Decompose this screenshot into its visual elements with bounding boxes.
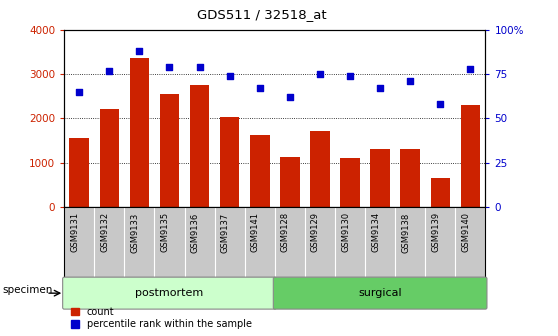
Bar [371, 149, 390, 207]
Bar [461, 105, 480, 207]
Point [195, 65, 204, 70]
Bar [310, 131, 330, 207]
Point [256, 86, 264, 91]
Point [225, 74, 234, 79]
Text: postmortem: postmortem [136, 288, 204, 297]
Legend: count, percentile rank within the sample: count, percentile rank within the sample [69, 305, 253, 331]
Point [75, 89, 84, 95]
Text: GSM9133: GSM9133 [131, 212, 140, 253]
Bar [160, 94, 179, 207]
Text: GSM9141: GSM9141 [251, 212, 260, 252]
Point [285, 95, 294, 100]
Bar [250, 135, 270, 207]
Point [466, 67, 475, 72]
Bar [340, 158, 360, 207]
Point [165, 65, 174, 70]
Point [135, 49, 144, 54]
Text: GDS511 / 32518_at: GDS511 / 32518_at [198, 8, 327, 22]
Text: GSM9137: GSM9137 [220, 212, 230, 253]
Bar [190, 85, 209, 207]
Bar [220, 117, 239, 207]
Point [105, 68, 114, 74]
Text: GSM9132: GSM9132 [100, 212, 109, 252]
Text: GSM9134: GSM9134 [371, 212, 380, 252]
Bar [129, 57, 149, 207]
Text: GSM9139: GSM9139 [431, 212, 440, 252]
Text: specimen: specimen [3, 285, 53, 295]
Point [376, 86, 384, 91]
Text: GSM9128: GSM9128 [281, 212, 290, 252]
Bar [99, 109, 119, 207]
Point [406, 79, 415, 84]
Point [345, 74, 354, 79]
Text: surgical: surgical [358, 288, 402, 297]
Point [436, 101, 445, 107]
FancyBboxPatch shape [62, 277, 276, 309]
Text: GSM9138: GSM9138 [401, 212, 410, 253]
Bar [69, 138, 89, 207]
Text: GSM9140: GSM9140 [461, 212, 470, 252]
Text: GSM9129: GSM9129 [311, 212, 320, 252]
Text: GSM9130: GSM9130 [341, 212, 350, 252]
Point [315, 72, 324, 77]
FancyBboxPatch shape [273, 277, 487, 309]
Bar [431, 178, 450, 207]
Text: GSM9135: GSM9135 [161, 212, 170, 252]
Bar [401, 149, 420, 207]
Text: GSM9136: GSM9136 [191, 212, 200, 253]
Bar [280, 158, 300, 207]
Text: GSM9131: GSM9131 [70, 212, 79, 252]
